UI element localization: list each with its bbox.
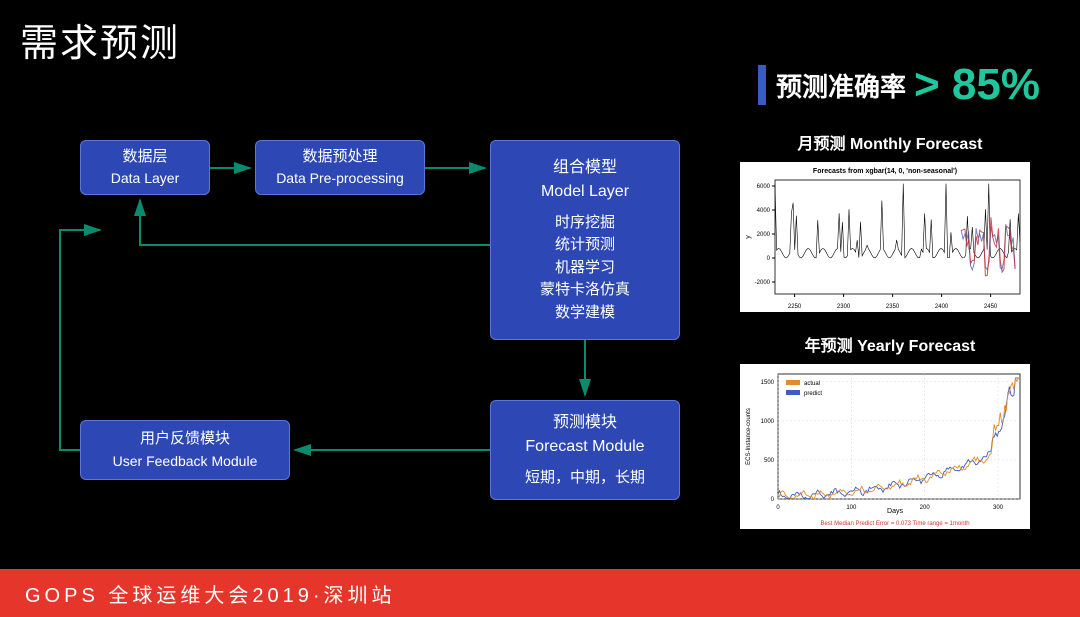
svg-text:1500: 1500 (761, 380, 775, 386)
svg-text:actual: actual (804, 381, 820, 387)
svg-text:200: 200 (920, 505, 931, 511)
svg-text:2350: 2350 (886, 304, 900, 310)
svg-text:2300: 2300 (837, 304, 851, 310)
node-model_layer: 组合模型Model Layer 时序挖掘统计预测机器学习蒙特卡洛仿真数学建模 (490, 140, 680, 340)
svg-text:predict: predict (804, 391, 822, 397)
svg-text:Days: Days (887, 508, 903, 515)
svg-text:0: 0 (776, 505, 780, 511)
accuracy-label: 预测准确率 (776, 67, 906, 104)
footer-bar: GOPS 全球运维大会2019·深圳站 (0, 569, 1080, 617)
svg-text:0: 0 (771, 497, 775, 503)
svg-text:100: 100 (846, 505, 857, 511)
svg-text:2250: 2250 (788, 304, 802, 310)
svg-text:6000: 6000 (757, 184, 771, 190)
monthly-chart: Forecasts from xgbar(14, 0, 'non-seasona… (740, 162, 1030, 312)
yearly-chart: 0 100 200 300 0 500 1000 1500 Days ECS-Instance-c… (740, 364, 1030, 529)
svg-text:2450: 2450 (984, 304, 998, 310)
svg-text:Forecasts from xgbar(14, 0, 'n: Forecasts from xgbar(14, 0, 'non-seasona… (813, 168, 957, 175)
monthly-forecast-block: 月预测 Monthly Forecast Forecasts from xgba… (740, 130, 1040, 312)
svg-text:2000: 2000 (757, 232, 771, 238)
slide-title: 需求预测 (20, 12, 180, 67)
node-forecast: 预测模块Forecast Module 短期，中期，长期 (490, 400, 680, 500)
monthly-chart-title: 月预测 Monthly Forecast (740, 130, 1040, 154)
accuracy-value: > 85% (914, 60, 1040, 110)
svg-text:ECS-Instance-counts: ECS-Instance-counts (746, 408, 752, 465)
svg-text:4000: 4000 (757, 208, 771, 214)
yearly-forecast-block: 年预测 Yearly Forecast 0 100 200 300 0 500 1000 15… (740, 332, 1040, 529)
svg-text:y: y (745, 235, 752, 239)
node-data_layer: 数据层Data Layer (80, 140, 210, 195)
svg-text:300: 300 (993, 505, 1004, 511)
svg-text:Best Median Predict Error = 0.: Best Median Predict Error = 0.073 Time r… (820, 521, 969, 527)
yearly-chart-title: 年预测 Yearly Forecast (740, 332, 1040, 356)
svg-text:-2000: -2000 (755, 280, 771, 286)
svg-text:500: 500 (764, 458, 775, 464)
accent-bar (758, 65, 766, 105)
svg-text:1000: 1000 (761, 419, 775, 425)
charts-panel: 月预测 Monthly Forecast Forecasts from xgba… (740, 130, 1040, 549)
svg-text:0: 0 (767, 256, 771, 262)
accuracy-callout: 预测准确率 > 85% (758, 60, 1040, 110)
svg-text:2400: 2400 (935, 304, 949, 310)
node-feedback: 用户反馈模块User Feedback Module (80, 420, 290, 480)
flowchart: 数据层Data Layer 数据预处理Data Pre-processing 组合模… (40, 130, 720, 550)
node-preprocess: 数据预处理Data Pre-processing (255, 140, 425, 195)
